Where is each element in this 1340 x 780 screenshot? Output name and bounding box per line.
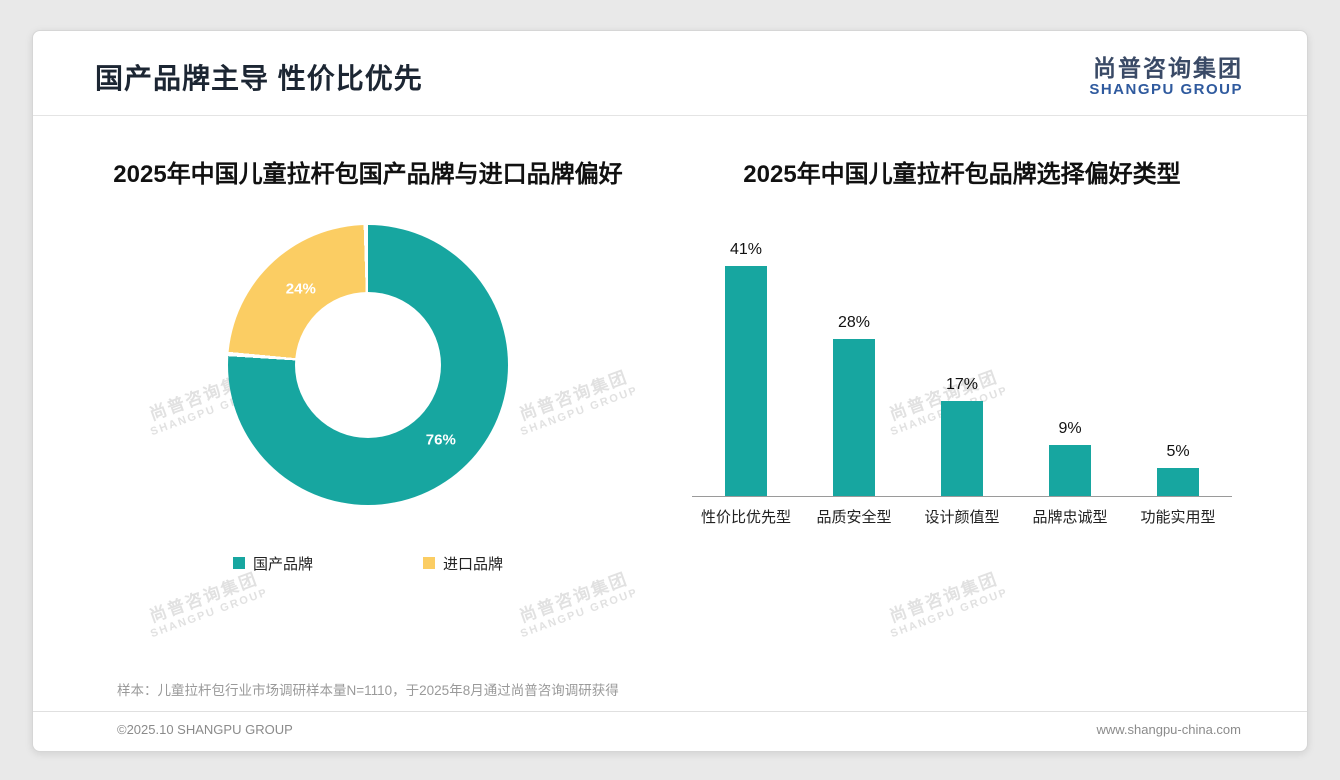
bar-value-label: 41%: [729, 241, 763, 259]
bar-chart-categories: 性价比优先型 品质安全型 设计颜值型 品牌忠诚型 功能实用型: [692, 506, 1232, 527]
logo-text-en: SHANGPU GROUP: [1089, 81, 1243, 99]
footer-copyright: ©2025.10 SHANGPU GROUP: [117, 722, 293, 737]
bar-chart: 41% 28% 17% 9% 5% 性价比优先型 品质安全型 设计颜值型 品牌忠诚型 功能实用型: [692, 235, 1232, 527]
donut-label-imported: 24%: [285, 280, 316, 298]
bar-value-label: 5%: [1166, 442, 1190, 460]
bar-column: 41%: [692, 241, 800, 496]
legend-swatch: [423, 557, 435, 570]
bar-column: 5%: [1124, 443, 1232, 496]
donut-legend: 国产品牌 进口品牌: [232, 553, 503, 574]
charts-area: 2025年中国儿童拉杆包国产品牌与进口品牌偏好 76% 24% 国产品牌 进口品牌…: [33, 116, 1307, 679]
legend-item: 进口品牌: [423, 553, 503, 574]
logo-text-cn: 尚普咨询集团: [1093, 55, 1243, 81]
header: 国产品牌主导 性价比优先 尚普咨询集团 SHANGPU GROUP: [33, 31, 1307, 116]
bar: [725, 266, 767, 496]
bar: [833, 338, 875, 496]
category-label: 设计颜值型: [924, 508, 1000, 526]
sample-note: 样本：儿童拉杆包行业市场调研样本量N=1110，于2025年8月通过尚普咨询调研…: [117, 683, 619, 698]
bar-chart-section: 2025年中国儿童拉杆包品牌选择偏好类型 41% 28% 17% 9% 5% 性价比优先…: [663, 154, 1281, 679]
bar: [1157, 467, 1199, 496]
bar: [1049, 445, 1091, 496]
donut-chart-title: 2025年中国儿童拉杆包国产品牌与进口品牌偏好: [113, 160, 623, 188]
donut-chart-section: 2025年中国儿童拉杆包国产品牌与进口品牌偏好 76% 24% 国产品牌 进口品牌: [73, 154, 663, 679]
company-logo: 尚普咨询集团 SHANGPU GROUP: [1089, 55, 1243, 99]
legend-label: 国产品牌: [252, 555, 313, 573]
donut-label-domestic: 76%: [425, 431, 456, 449]
bar-column: 9%: [1016, 420, 1124, 496]
bar-chart-bars: 41% 28% 17% 9% 5%: [692, 235, 1232, 497]
bar-value-label: 9%: [1058, 420, 1082, 438]
category-label: 性价比优先型: [700, 508, 791, 526]
bar-column: 28%: [800, 314, 908, 496]
legend-label: 进口品牌: [443, 555, 504, 573]
category-label: 品质安全型: [816, 508, 892, 526]
category-label: 功能实用型: [1140, 508, 1216, 526]
bar: [941, 400, 983, 496]
footer: ©2025.10 SHANGPU GROUP www.shangpu-china…: [33, 711, 1307, 751]
donut-ring: [228, 224, 508, 505]
legend-swatch: [232, 557, 245, 570]
bar-value-label: 28%: [837, 313, 871, 331]
page-title: 国产品牌主导 性价比优先: [95, 62, 423, 94]
bar-value-label: 17%: [945, 375, 979, 393]
bar-column: 17%: [908, 376, 1016, 496]
category-label: 品牌忠诚型: [1032, 508, 1108, 526]
slide-card: 尚普咨询集团 SHANGPU GROUP 尚普咨询集团 SHANGPU GROUP 尚普…: [32, 30, 1308, 752]
footer-website: www.shangpu-china.com: [1096, 722, 1241, 737]
legend-item: 国产品牌: [232, 553, 313, 574]
donut-chart: 76% 24%: [228, 224, 508, 505]
bar-chart-title: 2025年中国儿童拉杆包品牌选择偏好类型: [743, 160, 1181, 188]
